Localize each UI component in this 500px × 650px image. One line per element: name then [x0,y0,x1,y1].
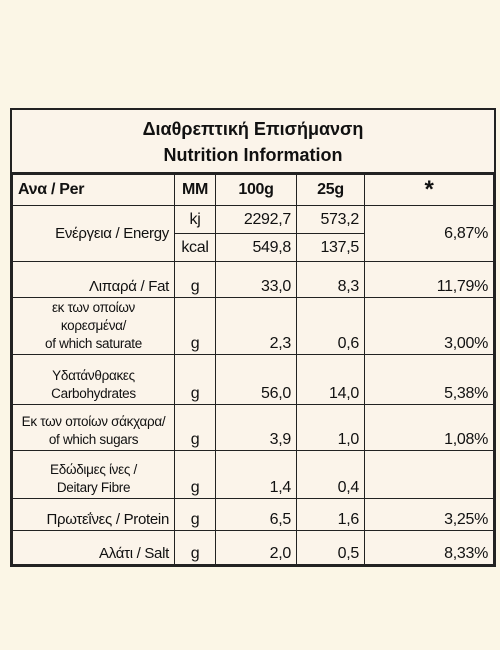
header-cell: 100g [215,174,297,206]
per25g-cell: 0,4 [296,450,365,499]
per25g-cell: 0,5 [296,530,365,565]
per100g-cell: 3,9 [215,404,297,451]
percent-cell: 3,25% [364,498,494,531]
row-label: Πρωτεΐνες / Protein [12,498,175,531]
header-cell: 25g [296,174,365,206]
unit-cell: g [174,261,216,298]
percent-cell: 1,08% [364,404,494,451]
label-line: Αλάτι / Salt [99,545,169,562]
label-line: Πρωτεΐνες / Protein [46,511,169,528]
nutrient-row: Υδατάνθρακες Carbohydrates g 56,0 14,0 5,38% [12,354,494,405]
label-line: of which saturate [45,336,142,351]
per25g-cell: 8,3 [296,261,365,298]
header-cell: MM [174,174,216,206]
label-line: Εδώδιμες ίνες / [50,462,137,477]
title: Διαθρεπτική Επισήμανση Nutrition Informa… [12,110,494,174]
row-label: εκ των οποίων κορεσμένα/of which saturat… [12,297,175,355]
per25g-cell: 1,6 [296,498,365,531]
row-label: Εδώδιμες ίνες / Deitary Fibre [12,450,175,499]
percent-cell: 11,79% [364,261,494,298]
per100g-cell: 2292,7 [215,205,297,234]
nutrient-row: Αλάτι / Salt g 2,0 0,5 8,33% [12,530,494,565]
row-label: Αλάτι / Salt [12,530,175,565]
row-label: Λιπαρά / Fat [12,261,175,298]
per25g-cell: 14,0 [296,354,365,405]
per100g-cell: 33,0 [215,261,297,298]
percent-cell: 8,33% [364,530,494,565]
nutrient-row: Εκ των οποίων σάκχαρα/of which sugars g 3,… [12,404,494,451]
row-label: Ενέργεια / Energy [12,205,175,262]
label-line: Deitary Fibre [56,480,131,495]
label-line: Υδατάνθρακες [52,368,135,383]
energy-row: Ενέργεια / Energy kj 2292,7 573,2 6,87% [12,205,494,262]
percent-cell: 5,38% [364,354,494,405]
percent-cell: 6,87% [364,205,494,262]
header-cell: * [364,174,494,206]
unit-cell: g [174,498,216,531]
per100g-cell: 2,0 [215,530,297,565]
nutrient-row: Εδώδιμες ίνες / Deitary Fibre g1,40,4- [12,450,494,499]
per100g-cell: 549,8 [215,233,297,262]
label-line: Carbohydrates [51,386,136,401]
row-label: Εκ των οποίων σάκχαρα/of which sugars [12,404,175,451]
per25g-cell: 573,2 [296,205,365,234]
per100g-cell: 6,5 [215,498,297,531]
nutrition-label: Διαθρεπτική Επισήμανση Nutrition Informa… [10,108,496,567]
label-line: Λιπαρά / Fat [89,278,169,295]
per100g-cell: 56,0 [215,354,297,405]
percent-cell: - [364,450,494,499]
nutrition-table: Ανα / Per MM 100g 25g * Ενέργεια / Energy kj 22… [12,174,494,565]
unit-cell: g [174,530,216,565]
unit-cell: g [174,404,216,451]
unit-cell: g [174,297,216,355]
energy-row: kcal 549,8 137,5 [13,233,494,262]
row-label: Υδατάνθρακες Carbohydrates [12,354,175,405]
nutrient-row: Λιπαρά / Fat g 33,0 8,3 11,79% [12,261,494,298]
label-line: Εκ των οποίων σάκχαρα/ [21,414,166,429]
per100g-cell: 1,4 [215,450,297,499]
label-line: εκ των οποίων κορεσμένα/ [51,300,136,333]
unit-cell: kcal [174,233,216,262]
percent-cell: 3,00% [364,297,494,355]
title-greek: Διαθρεπτική Επισήμανση [142,119,364,139]
per25g-cell: 137,5 [296,233,365,262]
unit-cell: kj [174,205,216,234]
header-cell: Ανα / Per [12,174,175,206]
nutrient-row: Πρωτεΐνες / Protein g 6,5 1,6 3,25% [12,498,494,531]
title-english: Nutrition Information [163,145,343,165]
unit-cell: g [174,354,216,405]
per25g-cell: 0,6 [296,297,365,355]
per100g-cell: 2,3 [215,297,297,355]
label-line: of which sugars [48,432,139,447]
unit-cell: g [174,450,216,499]
nutrient-row: εκ των οποίων κορεσμένα/of which saturat… [12,297,494,355]
header-row: Ανα / Per MM 100g 25g * [12,174,494,206]
per25g-cell: 1,0 [296,404,365,451]
